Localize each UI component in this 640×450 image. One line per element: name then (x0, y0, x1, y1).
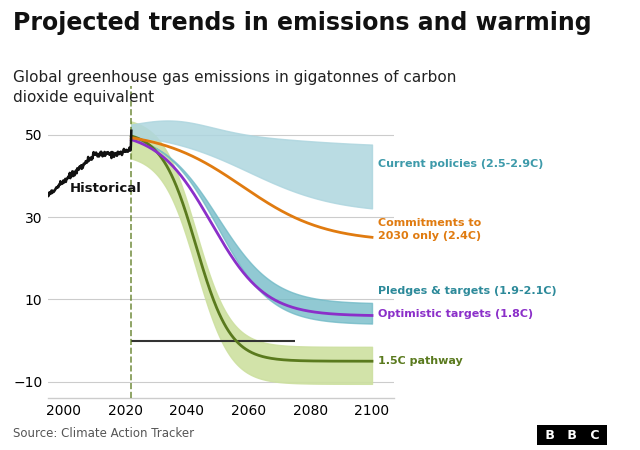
Text: Global greenhouse gas emissions in gigatonnes of carbon
dioxide equivalent: Global greenhouse gas emissions in gigat… (13, 70, 456, 104)
Text: Commitments to
2030 only (2.4C): Commitments to 2030 only (2.4C) (378, 218, 481, 241)
Text: Optimistic targets (1.8C): Optimistic targets (1.8C) (378, 309, 533, 319)
Text: C: C (586, 429, 604, 442)
Text: Current policies (2.5-2.9C): Current policies (2.5-2.9C) (378, 159, 543, 169)
Text: 1.5C pathway: 1.5C pathway (378, 356, 463, 366)
Text: Projected trends in emissions and warming: Projected trends in emissions and warmin… (13, 11, 591, 35)
Text: Source: Climate Action Tracker: Source: Climate Action Tracker (13, 427, 194, 440)
Text: B: B (541, 429, 559, 442)
Text: Historical: Historical (70, 183, 141, 195)
Text: B: B (563, 429, 582, 442)
Text: Pledges & targets (1.9-2.1C): Pledges & targets (1.9-2.1C) (378, 286, 557, 296)
